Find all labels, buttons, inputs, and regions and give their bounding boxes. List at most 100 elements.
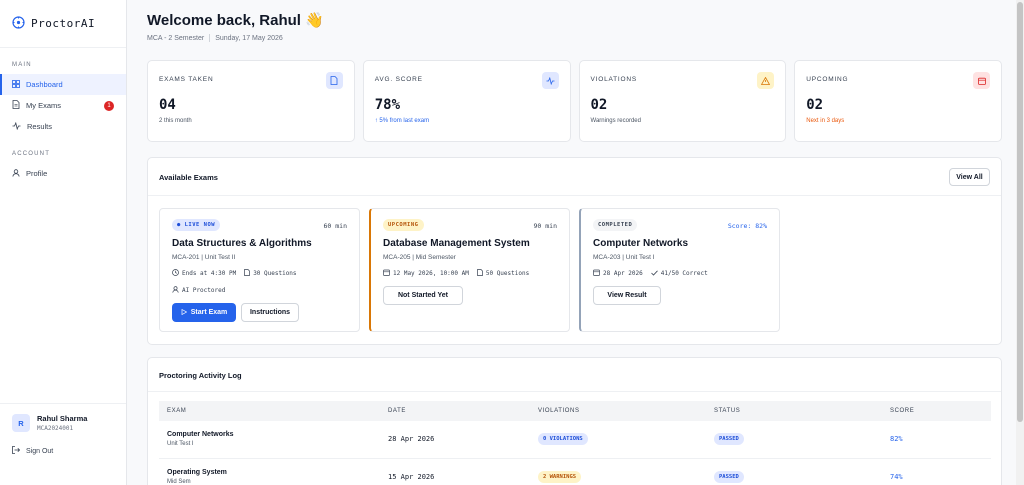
exam-title: Data Structures & Algorithms	[172, 238, 312, 249]
score-value: 82%	[890, 421, 991, 459]
sidebar-item-label: My Exams	[26, 101, 62, 110]
sidebar-item-label: Dashboard	[26, 80, 63, 89]
sidebar-item-profile[interactable]: Profile	[0, 163, 126, 184]
divider	[148, 195, 1001, 196]
stat-label: UPCOMING	[806, 76, 849, 83]
exam-code: MCA-205 | Mid Semester	[383, 254, 456, 261]
logo-icon	[12, 16, 25, 31]
column-header: STATUS	[714, 401, 890, 421]
page-title: Welcome back, Rahul 👋	[147, 12, 324, 29]
stat-sub: Warnings recorded	[590, 118, 641, 124]
exam-type: Mid Sem	[167, 478, 191, 485]
question-count: 50 Questions	[485, 270, 530, 277]
column-header: SCORE	[890, 401, 991, 421]
exam-title: Database Management System	[383, 238, 530, 249]
exam-type: Unit Test I	[167, 441, 194, 448]
sign-out-label: Sign Out	[26, 447, 54, 455]
divider	[209, 34, 211, 42]
column-header: VIOLATIONS	[538, 401, 714, 421]
clock-icon	[172, 269, 179, 278]
violations-badge: 0 VIOLATIONS	[538, 433, 588, 446]
score-label: Score: 82%	[727, 222, 767, 230]
available-exams-panel: Available Exams View All ● LIVE NOW 60 m…	[147, 157, 1002, 345]
stat-value: 78%	[374, 97, 401, 113]
panel-title: Proctoring Activity Log	[159, 371, 242, 380]
check-icon	[650, 270, 658, 278]
scrollbar-thumb[interactable]	[1017, 2, 1023, 422]
table-row[interactable]: Computer Networks Unit Test I 28 Apr 202…	[159, 421, 991, 459]
exam-card-live: ● LIVE NOW 60 min Data Structures & Algo…	[159, 208, 360, 332]
sidebar-item-label: Profile	[26, 169, 48, 178]
nav-section-account: ACCOUNT	[12, 151, 51, 157]
calendar-icon	[593, 269, 600, 278]
panel-title: Available Exams	[159, 173, 218, 182]
program-label: MCA - 2 Semester	[147, 34, 205, 42]
stat-sub: 2 this month	[159, 118, 192, 124]
exam-code: MCA-203 | Unit Test I	[593, 254, 655, 261]
activity-icon	[541, 72, 559, 89]
file-icon	[244, 269, 251, 278]
divider	[148, 391, 1001, 392]
sign-out-button[interactable]: Sign Out	[12, 446, 114, 456]
warning-icon	[757, 72, 775, 89]
stat-label: EXAMS TAKEN	[159, 76, 214, 83]
duration-label: 60 min	[323, 222, 347, 230]
user-id: MCA2024001	[37, 425, 74, 432]
user-card[interactable]: R Rahul Sharma MCA2024001	[12, 414, 114, 432]
activity-icon	[12, 121, 21, 132]
proctoring-label: AI Proctored	[182, 287, 226, 294]
notification-badge: 1	[104, 100, 114, 111]
nav-section-main: MAIN	[12, 62, 32, 68]
violations-badge: 2 WARNINGS	[538, 470, 582, 483]
sidebar-item-dashboard[interactable]: Dashboard	[0, 74, 126, 95]
avatar: R	[12, 414, 30, 432]
exam-name: Computer Networks	[167, 431, 234, 439]
start-exam-button[interactable]: Start Exam	[172, 303, 236, 322]
status-badge: UPCOMING	[383, 219, 424, 231]
exam-meta: AI Proctored	[172, 286, 347, 295]
correct-count: 41/50 Correct	[660, 270, 708, 277]
user-icon	[12, 168, 20, 179]
exam-title: Computer Networks	[593, 238, 689, 249]
brand-name: ProctorAI	[31, 17, 96, 30]
activity-table: EXAM DATE VIOLATIONS STATUS SCORE Comput…	[159, 401, 991, 485]
exam-name: Operating System	[167, 468, 227, 476]
stat-value: 02	[590, 97, 608, 113]
logout-icon	[12, 446, 21, 456]
status-badge: COMPLETED	[593, 219, 638, 231]
exam-card-upcoming: UPCOMING 90 min Database Management Syst…	[369, 208, 570, 332]
stat-value: 04	[159, 97, 176, 113]
column-header: DATE	[388, 401, 538, 421]
view-result-button[interactable]: View Result	[593, 286, 661, 305]
stat-value: 02	[806, 97, 824, 113]
table-row[interactable]: Operating System Mid Sem 15 Apr 2026 2 W…	[159, 458, 991, 485]
sidebar-item-results[interactable]: Results	[0, 116, 126, 137]
end-time: Ends at 4:30 PM	[182, 270, 237, 277]
user-panel: R Rahul Sharma MCA2024001 Sign Out	[0, 403, 126, 485]
column-header: EXAM	[159, 401, 388, 421]
exam-date: 15 Apr 2026	[388, 458, 538, 485]
not-started-button[interactable]: Not Started Yet	[383, 286, 463, 305]
exam-date: 28 Apr 2026	[603, 270, 643, 277]
stat-card-upcoming: UPCOMING 02 Next in 3 days	[794, 60, 1002, 142]
instructions-button[interactable]: Instructions	[241, 303, 299, 322]
brand: ProctorAI	[0, 0, 126, 48]
date-label: Sunday, 17 May 2026	[215, 34, 283, 42]
status-badge: PASSED	[714, 470, 744, 483]
sidebar-item-my-exams[interactable]: My Exams 1	[0, 95, 126, 116]
scrollbar[interactable]	[1016, 0, 1024, 485]
calendar-icon	[973, 72, 990, 89]
exam-meta: 28 Apr 2026 41/50 Correct	[593, 269, 767, 278]
view-all-button[interactable]: View All	[949, 168, 990, 186]
stat-sub: ↑ 5% from last exam	[374, 118, 430, 124]
stat-card-avg-score: AVG. SCORE 78% ↑ 5% from last exam	[362, 60, 571, 142]
stat-card-violations: VIOLATIONS 02 Warnings recorded	[578, 60, 787, 142]
score-value: 74%	[890, 458, 991, 485]
status-badge: PASSED	[714, 433, 744, 446]
grid-icon	[12, 79, 20, 90]
start-exam-label: Start Exam	[190, 309, 228, 316]
stat-label: VIOLATIONS	[590, 76, 638, 83]
table-header: EXAM DATE VIOLATIONS STATUS SCORE	[159, 401, 991, 421]
stat-label: AVG. SCORE	[374, 76, 423, 83]
calendar-icon	[383, 269, 390, 278]
